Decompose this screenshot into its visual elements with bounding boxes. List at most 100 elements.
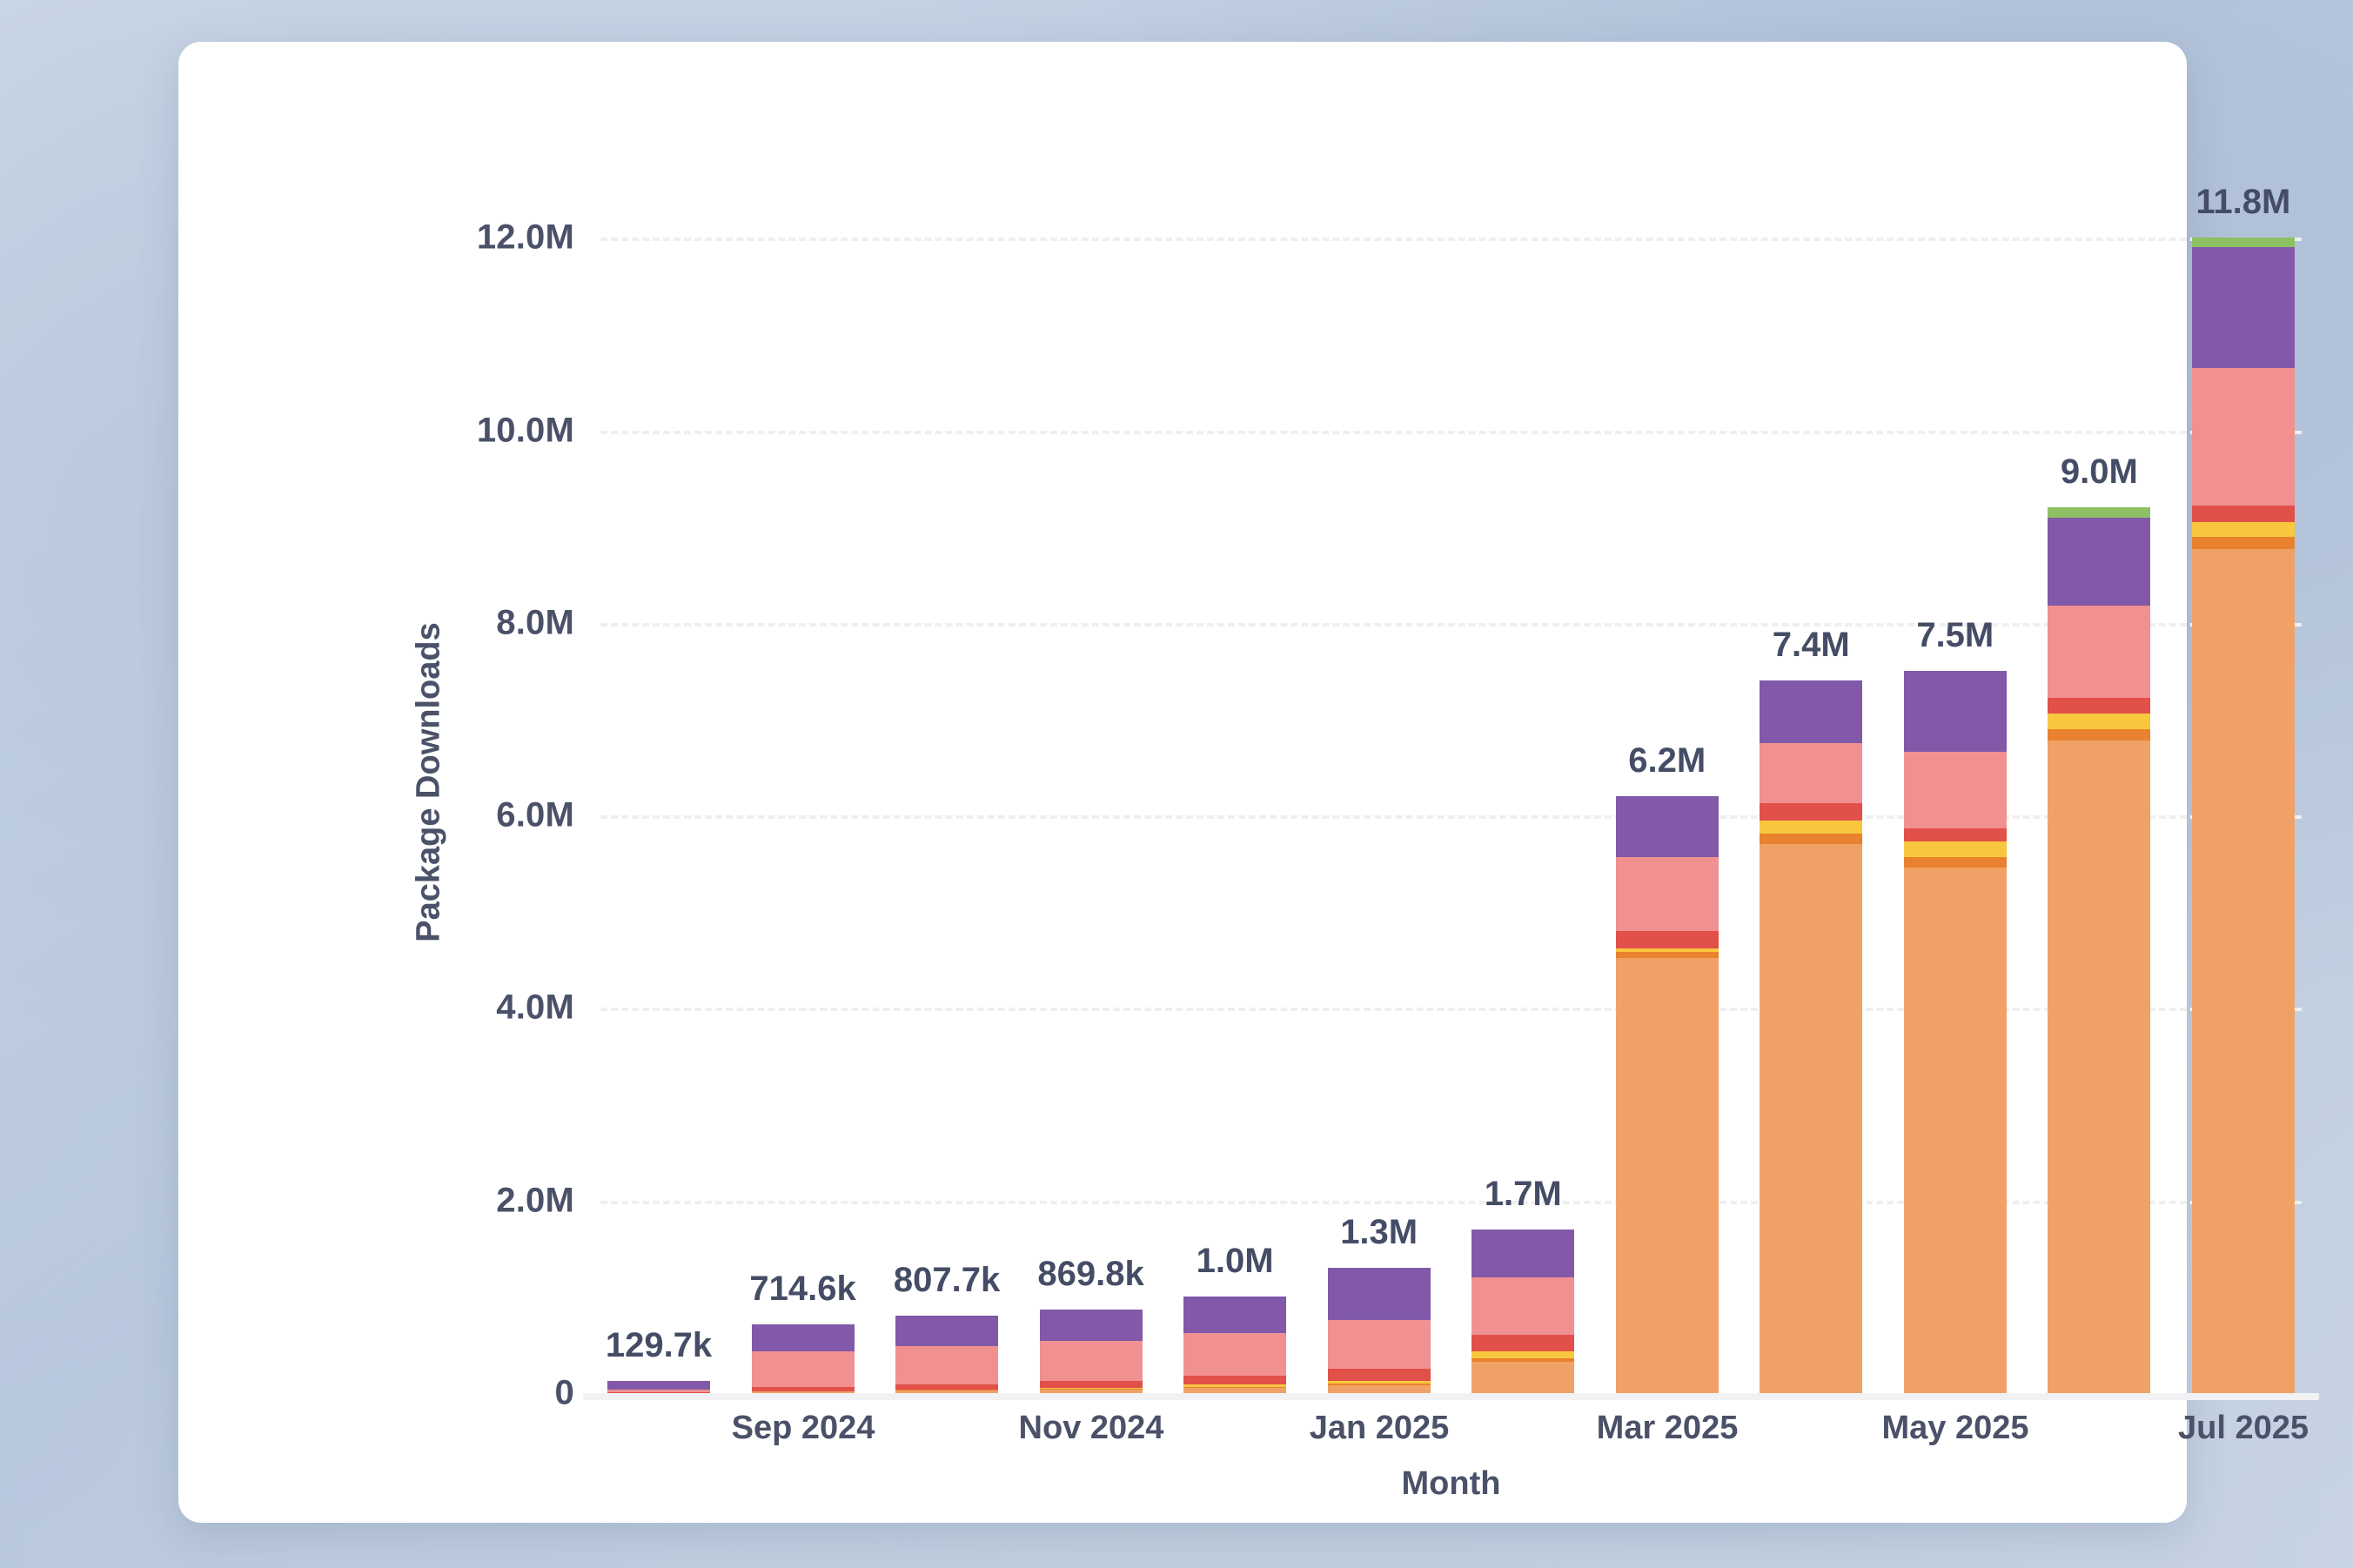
bar-stack[interactable] — [1903, 671, 2007, 1393]
bar-segment-purple[interactable] — [895, 1315, 999, 1346]
bar-group[interactable]: 7.5M — [1903, 199, 2007, 1393]
bar-stack[interactable] — [751, 1323, 855, 1393]
bar-segment-salmon[interactable] — [1039, 1340, 1143, 1382]
y-axis-tick-label: 6.0M — [496, 795, 574, 834]
bar-stack[interactable] — [1760, 680, 1863, 1393]
bar-segment-red[interactable] — [1615, 930, 1719, 948]
bar-stack[interactable] — [1183, 1297, 1287, 1393]
bar-segment-orange[interactable] — [751, 1391, 855, 1393]
bar-segment-orange[interactable] — [1471, 1361, 1575, 1393]
bar-segment-dark-orange[interactable] — [1903, 856, 2007, 868]
bar-segment-amber[interactable] — [1471, 1351, 1575, 1359]
bar-segment-red[interactable] — [1471, 1334, 1575, 1352]
bar-group[interactable]: 807.7k — [894, 199, 1000, 1393]
bar-segment-purple[interactable] — [1760, 680, 1863, 744]
bar-segment-amber[interactable] — [1039, 1388, 1143, 1389]
bar-group[interactable]: 714.6k — [749, 199, 856, 1393]
bar-segment-amber[interactable] — [2048, 713, 2151, 729]
bar-segment-purple[interactable] — [607, 1380, 710, 1390]
bar-segment-salmon[interactable] — [2191, 367, 2295, 506]
bar-group[interactable]: 129.7k — [606, 199, 712, 1393]
bar-segment-purple[interactable] — [1039, 1309, 1143, 1341]
bar-segment-purple[interactable] — [2191, 247, 2295, 368]
bar-group[interactable]: 6.2M — [1615, 199, 1719, 1393]
bar-group[interactable]: 1.7M — [1471, 199, 1575, 1393]
bar-segment-salmon[interactable] — [1327, 1320, 1431, 1369]
bar-segment-dark-orange[interactable] — [1471, 1358, 1575, 1362]
bar-stack[interactable] — [1039, 1309, 1143, 1393]
bar-segment-orange[interactable] — [895, 1390, 999, 1393]
bar-segment-salmon[interactable] — [895, 1345, 999, 1384]
bar-segment-red[interactable] — [1903, 828, 2007, 842]
bar-segment-red[interactable] — [1760, 802, 1863, 821]
bar-segment-red[interactable] — [1183, 1376, 1287, 1385]
bar-segment-salmon[interactable] — [1471, 1277, 1575, 1335]
bar-segment-red[interactable] — [2191, 505, 2295, 522]
gridline — [600, 1200, 2302, 1204]
bar-segment-red[interactable] — [895, 1384, 999, 1390]
bar-segment-red[interactable] — [1039, 1381, 1143, 1389]
bar-segment-purple[interactable] — [1903, 671, 2007, 753]
bar-segment-red[interactable] — [751, 1387, 855, 1391]
bar-segment-dark-orange[interactable] — [1615, 952, 1719, 958]
bar-segment-dark-orange[interactable] — [1760, 834, 1863, 845]
bar-segment-dark-orange[interactable] — [751, 1390, 855, 1392]
bar-group[interactable]: 1.0M — [1183, 199, 1287, 1393]
bar-segment-dark-orange[interactable] — [2048, 728, 2151, 740]
bar-segment-amber[interactable] — [1760, 820, 1863, 834]
bar-segment-dark-orange[interactable] — [1183, 1386, 1287, 1389]
bar-segment-purple[interactable] — [751, 1323, 855, 1351]
bar-stack[interactable] — [895, 1315, 999, 1393]
bar-segment-purple[interactable] — [2048, 518, 2151, 606]
gridline — [600, 430, 2302, 434]
bar-segment-amber[interactable] — [1903, 841, 2007, 857]
bar-stack[interactable] — [2191, 238, 2295, 1393]
bar-segment-purple[interactable] — [1327, 1268, 1431, 1321]
bar-segment-amber[interactable] — [2191, 521, 2295, 538]
y-axis-tick-label: 10.0M — [476, 411, 574, 450]
bar-segment-salmon[interactable] — [751, 1351, 855, 1388]
bar-stack[interactable] — [1471, 1229, 1575, 1393]
bar-segment-red[interactable] — [1327, 1368, 1431, 1381]
bar-segment-purple[interactable] — [1183, 1297, 1287, 1334]
bar-segment-salmon[interactable] — [1183, 1333, 1287, 1377]
bar-segment-orange[interactable] — [2191, 548, 2295, 1393]
bar-segment-orange[interactable] — [1903, 867, 2007, 1393]
gridline — [600, 1008, 2302, 1012]
bar-group[interactable]: 9.0M — [2048, 199, 2151, 1393]
bar-segment-salmon[interactable] — [2048, 605, 2151, 699]
bar-segment-amber[interactable] — [1327, 1380, 1431, 1384]
y-axis-tick-label: 8.0M — [496, 603, 574, 642]
bar-segment-amber[interactable] — [1615, 948, 1719, 953]
bar-segment-green[interactable] — [2048, 507, 2151, 519]
bar-segment-orange[interactable] — [1327, 1385, 1431, 1393]
bar-segment-purple[interactable] — [1615, 796, 1719, 857]
bar-segment-salmon[interactable] — [1615, 856, 1719, 931]
bar-segment-salmon[interactable] — [1903, 752, 2007, 828]
chart-card: Package Downloads Month 0 2.0M 4.0M 6.0M 8.0… — [178, 42, 2319, 1523]
bar-segment-orange[interactable] — [1183, 1388, 1287, 1393]
bar-stack[interactable] — [1615, 796, 1719, 1393]
bar-group[interactable]: 7.4M — [1760, 199, 1863, 1393]
bar-group[interactable]: 1.3M — [1327, 199, 1431, 1393]
bar-segment-salmon[interactable] — [1760, 743, 1863, 803]
bar-stack[interactable] — [2048, 507, 2151, 1393]
bar-group[interactable]: 11.8M — [2191, 183, 2295, 1393]
bar-segment-red[interactable] — [2048, 698, 2151, 714]
bar-stack[interactable] — [607, 1380, 710, 1393]
bar-segment-amber[interactable] — [1183, 1384, 1287, 1387]
bar-total-label: 1.7M — [1484, 1174, 1562, 1213]
bar-group[interactable]: 869.8k — [1037, 199, 1144, 1393]
bar-segment-orange[interactable] — [1760, 844, 1863, 1393]
bar-segment-orange[interactable] — [1615, 957, 1719, 1393]
bar-stack[interactable] — [1327, 1268, 1431, 1393]
bar-segment-green[interactable] — [2191, 238, 2295, 248]
bar-segment-orange[interactable] — [2048, 740, 2151, 1393]
bar-segment-dark-orange[interactable] — [1327, 1384, 1431, 1386]
bar-segment-salmon[interactable] — [607, 1389, 710, 1393]
bar-segment-orange[interactable] — [1039, 1390, 1143, 1393]
bar-segment-purple[interactable] — [1471, 1229, 1575, 1278]
bar-segment-dark-orange[interactable] — [2191, 537, 2295, 549]
bar-segment-dark-orange[interactable] — [1039, 1388, 1143, 1390]
bar-segment-red[interactable] — [607, 1392, 710, 1393]
